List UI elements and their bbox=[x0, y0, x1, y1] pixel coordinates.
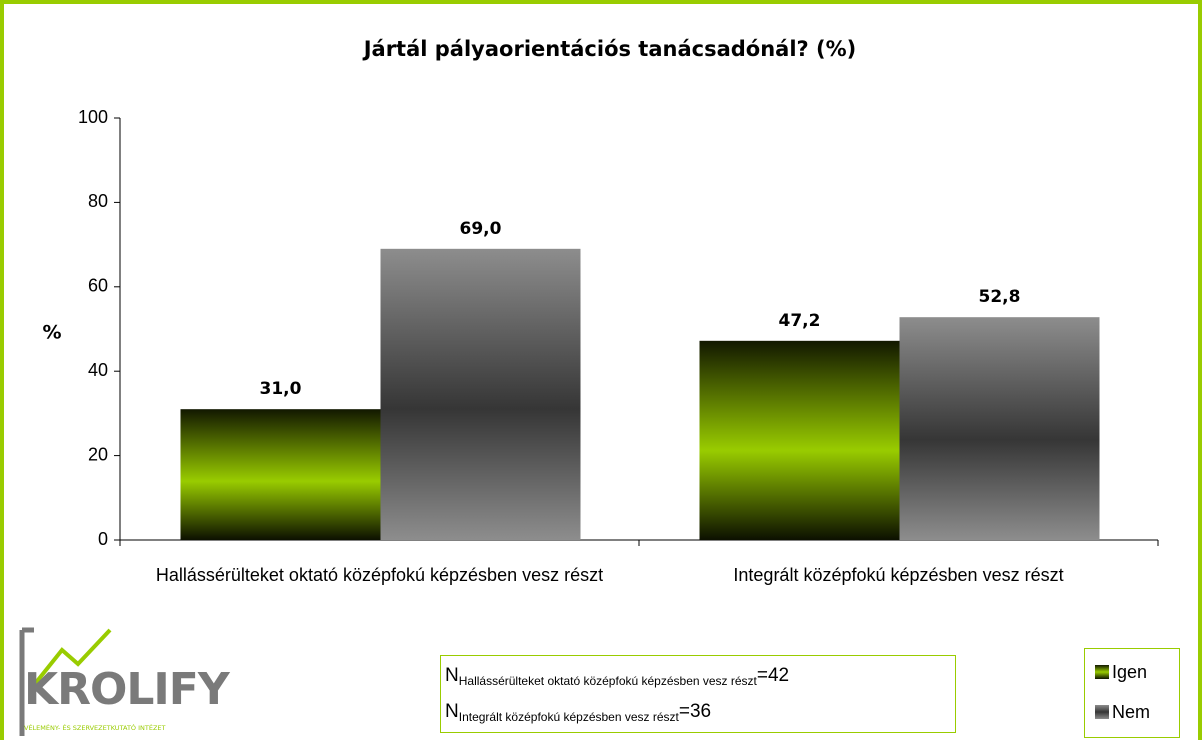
y-tick-label: 20 bbox=[88, 444, 108, 464]
sample-size: NIntegrált középfokú képzésben vesz rész… bbox=[445, 694, 951, 730]
data-label: 69,0 bbox=[460, 219, 502, 239]
legend: Igen Nem bbox=[1084, 648, 1180, 738]
legend-swatch bbox=[1095, 665, 1109, 679]
sample-size: NHallássérülteket oktató középfokú képzé… bbox=[445, 658, 951, 694]
legend-label: Nem bbox=[1112, 702, 1151, 722]
chart-title: Jártál pályaorientációs tanácsadónál? (%… bbox=[362, 37, 857, 61]
sample-group: Integrált középfokú képzésben vesz részt bbox=[458, 710, 679, 725]
logo-bracket bbox=[19, 627, 34, 736]
data-label: 31,0 bbox=[260, 379, 302, 399]
bar bbox=[380, 248, 581, 540]
bar bbox=[899, 317, 1100, 540]
y-tick-label: 80 bbox=[88, 191, 108, 211]
y-tick-label: 100 bbox=[78, 107, 108, 127]
y-tick-label: 60 bbox=[88, 276, 108, 296]
y-axis-label: % bbox=[42, 322, 61, 344]
logo-name: KROLIFY bbox=[24, 664, 231, 715]
legend-label: Igen bbox=[1112, 662, 1148, 682]
logo: KROLIFY VÉLEMÉNY- ÉS SZERVEZETKUTATÓ INT… bbox=[19, 627, 232, 736]
sample-count: =36 bbox=[678, 701, 712, 722]
data-label: 52,8 bbox=[979, 287, 1021, 307]
sample-group: Hallássérülteket oktató középfokú képzés… bbox=[458, 674, 757, 689]
legend-swatch bbox=[1095, 705, 1109, 719]
logo-tagline: VÉLEMÉNY- ÉS SZERVEZETKUTATÓ INTÉZET bbox=[24, 723, 166, 732]
bar bbox=[699, 340, 900, 540]
logo-line bbox=[28, 628, 112, 692]
legend-entry: Igen bbox=[1095, 661, 1147, 683]
bar bbox=[180, 409, 381, 540]
y-tick-label: 40 bbox=[88, 360, 108, 380]
x-tick-label: Integrált középfokú képzésben vesz részt bbox=[733, 565, 1064, 585]
sample-symbol: N bbox=[445, 701, 459, 722]
sample-count: =42 bbox=[756, 665, 790, 686]
sample-symbol: N bbox=[445, 665, 459, 686]
data-label: 47,2 bbox=[779, 311, 821, 331]
x-tick-label: Hallássérülteket oktató középfokú képzés… bbox=[155, 565, 604, 585]
sample-size-box: NHallássérülteket oktató középfokú képzé… bbox=[440, 655, 956, 733]
legend-entry: Nem bbox=[1095, 701, 1150, 723]
y-tick-label: 0 bbox=[98, 529, 108, 549]
